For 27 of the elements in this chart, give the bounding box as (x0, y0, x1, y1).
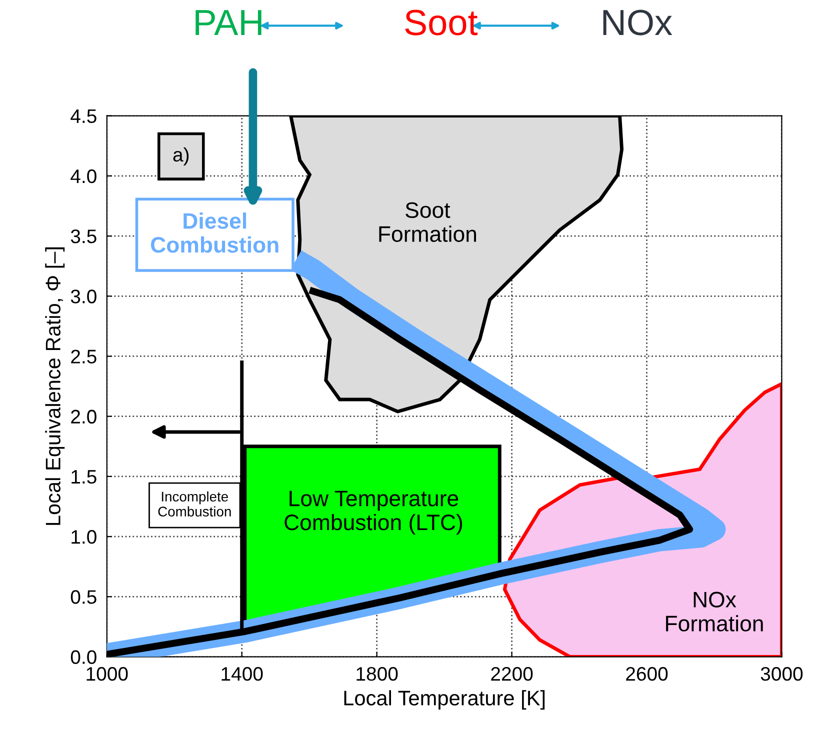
y-axis-title: Local Equivalence Ratio, Φ [–] (45, 247, 65, 525)
annotation: a) (173, 147, 189, 166)
y-tick-label: 1.0 (72, 530, 96, 544)
annotation: Low Temperature Combustion (LTC) (284, 490, 462, 535)
text: PAH (196, 10, 262, 35)
y-tick-label: 4.5 (70, 109, 96, 124)
x-tick-label: 2600 (626, 667, 668, 681)
annotation: NOx Formation (666, 592, 763, 632)
text: Soot (405, 10, 478, 36)
annotation: Incomplete Combustion (158, 491, 231, 517)
x-axis-title: Local Temperature [K] (344, 690, 545, 710)
x-tick-label: 1800 (356, 667, 398, 681)
y-tick-label: 2.5 (71, 350, 96, 364)
annotation: Diesel Combustion (150, 212, 278, 253)
y-tick-label: 3.0 (70, 290, 96, 304)
y-tick-label: 2.0 (71, 410, 96, 424)
y-tick-label: 1.5 (72, 470, 96, 484)
text: NOx (603, 10, 672, 36)
y-tick-label: 0.5 (70, 590, 96, 604)
x-tick-label: 1000 (86, 667, 128, 681)
y-tick-label: 3.5 (70, 229, 96, 244)
x-tick-label: 2200 (491, 667, 533, 681)
annotation: Soot Formation (379, 202, 476, 242)
y-tick-label: 0.0 (70, 650, 96, 664)
y-tick-label: 4.0 (70, 169, 96, 184)
x-tick-label: 3000 (760, 667, 803, 681)
x-tick-label: 1400 (222, 667, 263, 681)
